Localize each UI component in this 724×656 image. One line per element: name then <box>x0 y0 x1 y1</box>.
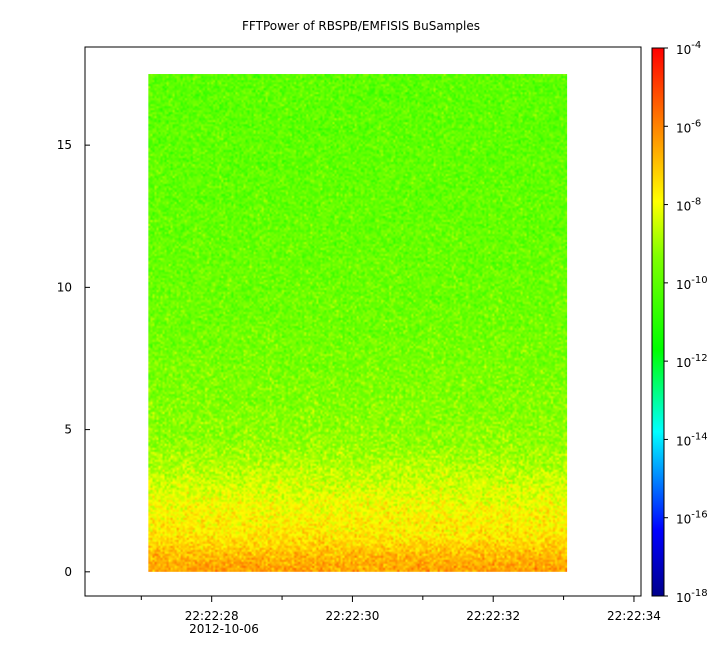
colorbar-tick-label: 10-4 <box>676 40 701 57</box>
x-tick-label: 22:22:32 <box>466 609 520 623</box>
spectrogram-heatmap <box>148 74 568 572</box>
y-axis: 0 5 10 15 <box>57 138 90 579</box>
y-tick-label: 15 <box>57 138 72 152</box>
colorbar-tick-label: 10-16 <box>676 510 708 527</box>
x-tick-label: 22:22:34 <box>607 609 661 623</box>
x-tick-label: 22:22:30 <box>325 609 379 623</box>
colorbar-tick-label: 10-8 <box>676 197 701 214</box>
y-tick-label: 0 <box>64 565 72 579</box>
chart-title: FFTPower of RBSPB/EMFISIS BuSamples <box>242 19 480 33</box>
colorbar-ticks: 10-4 10-6 10-8 10-10 10-12 10-14 10-16 10-18 <box>664 40 708 605</box>
x-axis-date-label: 2012-10-06 <box>189 622 259 636</box>
colorbar-tick-label: 10-12 <box>676 353 708 370</box>
colorbar <box>651 47 665 597</box>
y-tick-label: 5 <box>64 423 72 437</box>
x-tick-label: 22:22:28 <box>185 609 239 623</box>
x-axis: 22:22:28 22:22:30 22:22:32 22:22:34 <box>140 596 661 623</box>
colorbar-tick-label: 10-14 <box>676 431 708 448</box>
y-tick-label: 10 <box>57 280 72 294</box>
colorbar-tick-label: 10-6 <box>676 118 701 135</box>
colorbar-tick-label: 10-18 <box>676 588 708 605</box>
colorbar-tick-label: 10-10 <box>676 275 708 292</box>
